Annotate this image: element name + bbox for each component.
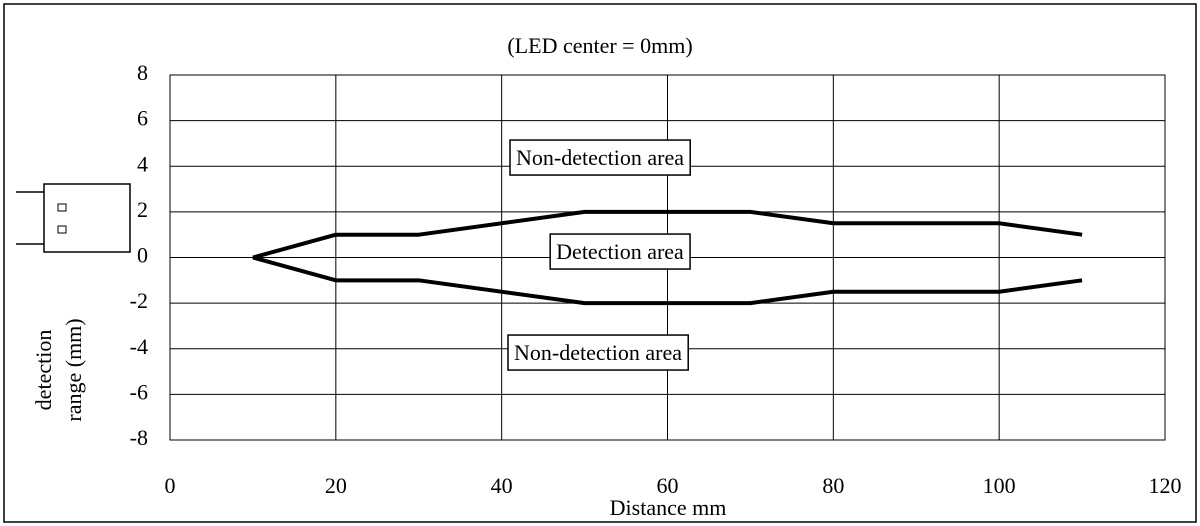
x-tick-label: 0 [165, 473, 176, 498]
annotation: Non-detection area [516, 145, 684, 170]
x-tick-label: 40 [491, 473, 513, 498]
y-tick-label: -8 [130, 425, 148, 450]
x-tick-label: 80 [822, 473, 844, 498]
chart-title: (LED center = 0mm) [507, 33, 692, 58]
x-tick-label: 120 [1149, 473, 1182, 498]
annotation: Non-detection area [514, 340, 682, 365]
y-tick-label: 2 [137, 197, 148, 222]
x-tick-label: 20 [325, 473, 347, 498]
annotation: Detection area [556, 239, 684, 264]
y-axis-label: detection [31, 330, 56, 411]
chart: (LED center = 0mm) Distance mm detection… [0, 0, 1200, 526]
x-tick-label: 60 [657, 473, 679, 498]
y-tick-label: -4 [130, 334, 148, 359]
y-tick-label: 4 [137, 151, 148, 176]
y-tick-label: -2 [130, 288, 148, 313]
x-tick-label: 100 [983, 473, 1016, 498]
sensor-icon [16, 184, 130, 252]
annotations: Non-detection area Detection area Non-dete… [508, 140, 690, 370]
y-tick-label: 8 [137, 60, 148, 85]
y-tick-label: 6 [137, 106, 148, 131]
x-axis-label: Distance mm [610, 495, 727, 520]
y-tick-label: -6 [130, 379, 148, 404]
y-axis-label: range (mm) [61, 318, 86, 421]
y-tick-label: 0 [137, 243, 148, 268]
